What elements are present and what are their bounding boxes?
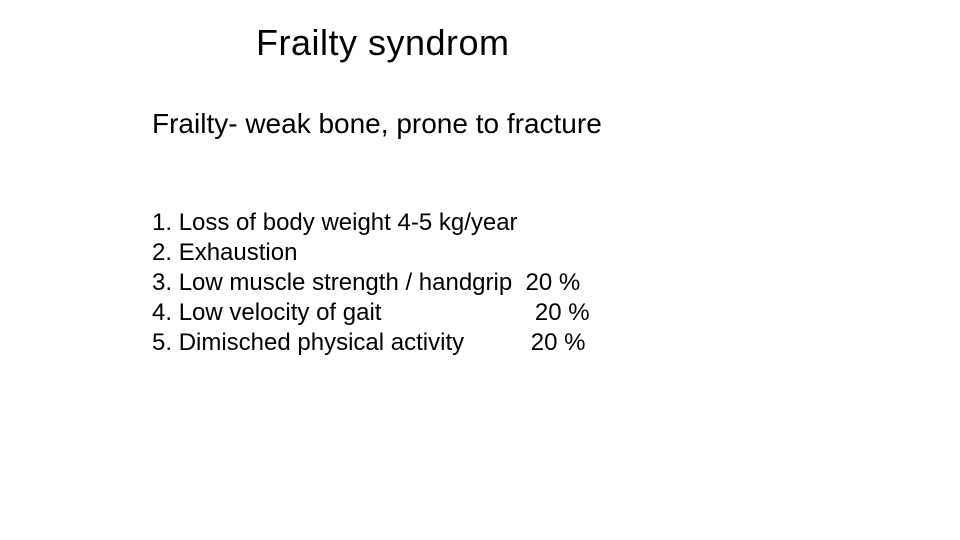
list-item: 5. Dimisched physical activity 20 %	[152, 328, 590, 358]
slide-subtitle: Frailty- weak bone, prone to fracture	[152, 108, 602, 140]
item-label: Loss of body weight 4-5 kg/year	[179, 208, 518, 238]
item-label: Low velocity of gait	[179, 298, 382, 328]
item-label: Exhaustion	[179, 238, 298, 268]
list-item: 2. Exhaustion	[152, 238, 590, 268]
item-percent: 20 %	[526, 268, 581, 298]
slide-title: Frailty syndrom	[256, 22, 510, 64]
item-percent: 20 %	[535, 298, 590, 328]
item-pad	[512, 269, 525, 296]
list-item: 3. Low muscle strength / handgrip 20 %	[152, 268, 590, 298]
item-label: Dimisched physical activity	[179, 328, 464, 358]
list-item: 4. Low velocity of gait 20 %	[152, 298, 590, 328]
item-pad	[381, 299, 534, 326]
item-pad	[464, 329, 531, 356]
item-number: 1.	[152, 208, 179, 238]
item-number: 2.	[152, 238, 179, 268]
slide: Frailty syndrom Frailty- weak bone, pron…	[0, 0, 960, 540]
item-number: 3.	[152, 268, 179, 298]
item-number: 5.	[152, 328, 179, 358]
item-percent: 20 %	[531, 328, 586, 358]
item-number: 4.	[152, 298, 179, 328]
list-item: 1. Loss of body weight 4-5 kg/year	[152, 208, 590, 238]
item-label: Low muscle strength / handgrip	[179, 268, 513, 298]
criteria-list: 1. Loss of body weight 4-5 kg/year 2. Ex…	[152, 208, 590, 358]
